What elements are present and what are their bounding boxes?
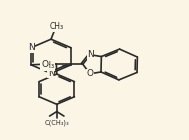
Text: N: N bbox=[28, 43, 34, 52]
Text: O: O bbox=[87, 69, 94, 78]
Text: CH₃: CH₃ bbox=[50, 22, 64, 31]
Text: N: N bbox=[48, 69, 54, 78]
Text: O: O bbox=[41, 60, 48, 69]
Text: N: N bbox=[87, 50, 94, 59]
Text: C(CH₃)₃: C(CH₃)₃ bbox=[44, 119, 69, 126]
Text: CH₃: CH₃ bbox=[41, 61, 55, 70]
